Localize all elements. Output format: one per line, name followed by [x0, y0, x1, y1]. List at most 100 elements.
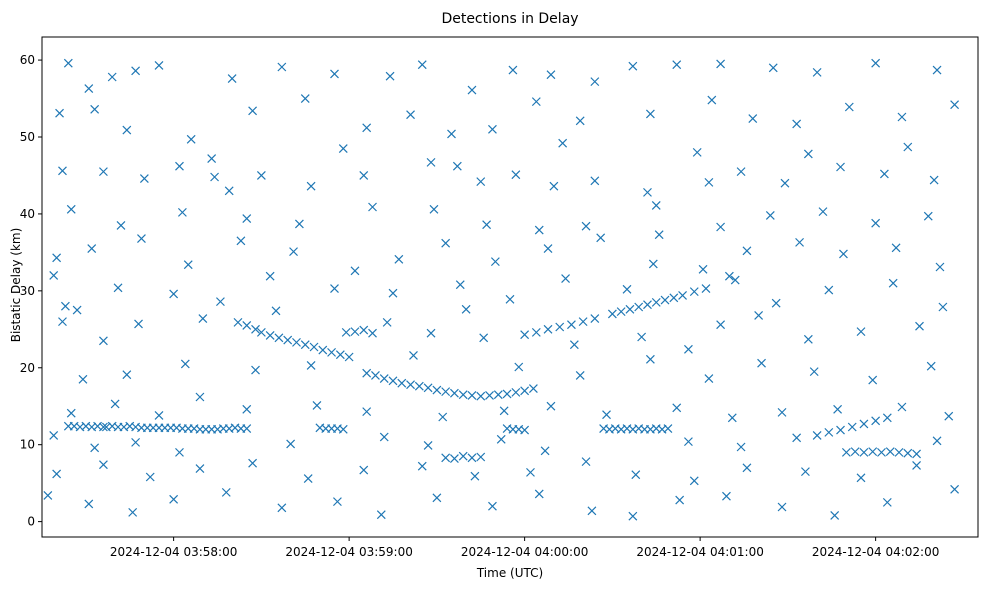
x-tick-label: 2024-12-04 03:58:00 [110, 545, 237, 559]
data-point [520, 330, 530, 340]
data-point [792, 119, 802, 129]
data-point [549, 181, 559, 191]
data-point [423, 383, 433, 393]
data-point [546, 70, 556, 80]
y-tick-label: 40 [20, 207, 35, 221]
data-point [915, 321, 924, 331]
data-point [882, 497, 892, 507]
data-point [450, 454, 459, 463]
data-point [722, 491, 731, 501]
data-point [684, 437, 693, 447]
data-point [736, 167, 746, 177]
data-point [476, 177, 486, 187]
y-tick-label: 30 [20, 284, 35, 298]
data-point [499, 406, 509, 416]
data-point [122, 370, 132, 380]
data-point [388, 288, 398, 298]
data-point [169, 289, 179, 299]
data-point [183, 260, 193, 270]
data-point [341, 327, 351, 337]
data-point [450, 388, 459, 398]
data-point [265, 331, 275, 340]
data-point [531, 97, 541, 107]
data-point [932, 436, 942, 446]
data-point [809, 367, 819, 377]
data-point [426, 328, 436, 338]
data-point [359, 465, 369, 475]
data-point [581, 221, 591, 231]
data-point [534, 489, 544, 499]
data-point [306, 181, 316, 191]
data-point [648, 259, 658, 269]
data-point [792, 433, 802, 443]
x-tick-label: 2024-12-04 03:59:00 [285, 545, 412, 559]
data-point [382, 317, 392, 327]
data-point [441, 238, 451, 248]
data-point [128, 507, 138, 517]
y-tick-label: 50 [20, 130, 35, 144]
data-point [359, 171, 369, 180]
data-point [818, 207, 828, 217]
data-point [844, 102, 854, 112]
data-point [534, 225, 544, 235]
data-point [294, 219, 304, 229]
data-point [207, 154, 217, 163]
data-point [72, 305, 82, 315]
data-point [335, 350, 345, 360]
data-point [242, 321, 252, 330]
data-point [616, 307, 626, 317]
data-point [438, 412, 448, 422]
data-point [768, 63, 778, 73]
data-point [66, 408, 76, 418]
data-point [672, 403, 682, 413]
data-point [496, 434, 506, 444]
data-point [49, 271, 59, 280]
data-point [248, 106, 258, 116]
data-point [441, 387, 451, 397]
data-point [830, 511, 840, 520]
data-point [485, 391, 494, 400]
data-point [575, 116, 585, 126]
data-point [765, 211, 775, 220]
data-point [490, 257, 500, 267]
data-point [210, 172, 219, 182]
data-point [271, 306, 281, 316]
data-point [926, 361, 936, 371]
data-point [812, 67, 822, 77]
data-point [344, 352, 354, 362]
data-point [932, 65, 942, 75]
data-point [526, 467, 535, 477]
data-point [458, 390, 468, 400]
data-point [836, 425, 845, 435]
data-point [441, 453, 451, 463]
data-point [432, 385, 442, 395]
data-point [379, 432, 389, 442]
data-point [511, 387, 521, 397]
data-point [417, 461, 427, 471]
data-point [78, 374, 88, 384]
data-point [812, 431, 822, 440]
data-point [602, 410, 611, 420]
data-point [306, 361, 316, 370]
data-point [43, 491, 53, 500]
data-point [651, 201, 661, 210]
plot-area [41, 36, 979, 538]
data-point [757, 358, 766, 368]
data-point [935, 262, 945, 272]
data-point [701, 284, 711, 293]
data-point [406, 380, 415, 390]
data-point [707, 95, 717, 105]
data-point [628, 61, 638, 71]
data-point [327, 347, 336, 357]
data-point [90, 443, 100, 453]
data-point [669, 293, 679, 303]
data-point [52, 253, 62, 263]
data-point [801, 467, 810, 477]
data-point [277, 62, 287, 72]
data-point [742, 463, 752, 473]
data-point [476, 452, 486, 462]
data-point [839, 249, 848, 259]
data-point [417, 60, 427, 70]
data-point [479, 333, 489, 343]
data-point [654, 230, 664, 240]
